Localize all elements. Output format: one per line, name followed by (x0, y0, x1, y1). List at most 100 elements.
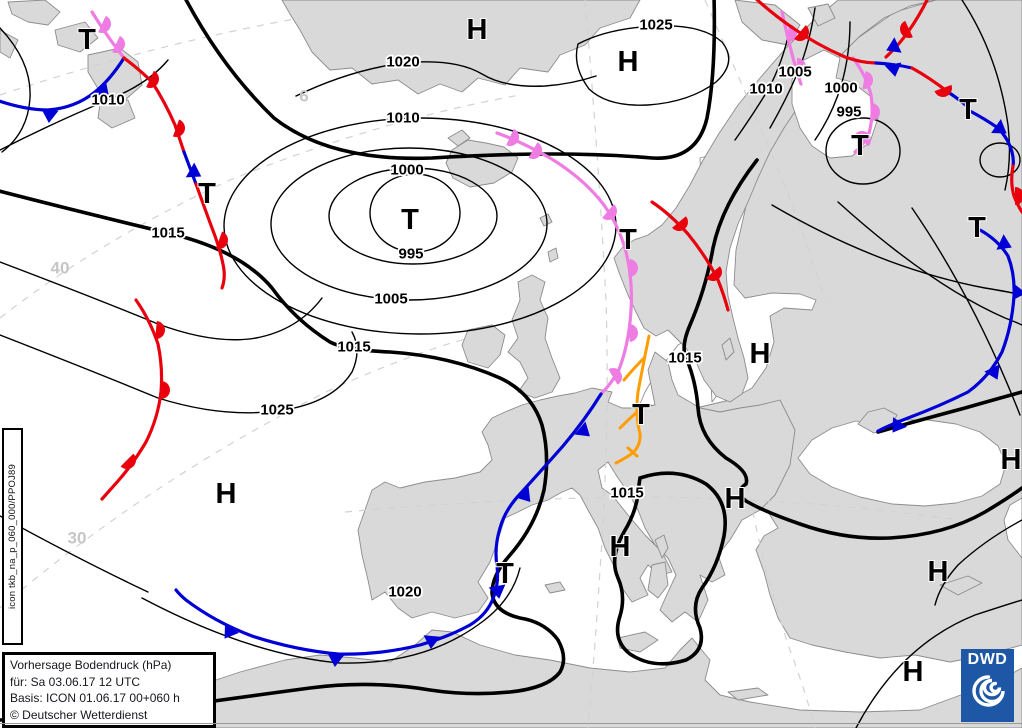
pressure-label: 1020 (386, 54, 419, 71)
center-label: T (401, 204, 419, 236)
cold-front-france-morocco (174, 392, 603, 668)
pressure-label: 1005 (778, 64, 811, 81)
isobar-small-loop-ne (979, 142, 1021, 178)
graticule-label: 40 (51, 259, 70, 278)
warm-front-scandinavia (650, 200, 730, 312)
land-cyprus (939, 575, 983, 596)
land-faroe (539, 213, 559, 263)
pressure-label: 1000 (824, 80, 857, 97)
land-sardinia (647, 561, 669, 599)
graticule-label: 30 (68, 529, 87, 548)
info-title: Vorhersage Bodendruck (hPa) (10, 658, 172, 672)
land-gotland (721, 337, 735, 361)
graticule-label: 6 (299, 87, 308, 106)
center-label: T (496, 558, 514, 590)
graticule-layer (0, 0, 961, 728)
pressure-label: 1025 (260, 402, 293, 419)
map-bottom-border (0, 723, 1022, 724)
land-sicily (617, 631, 659, 653)
isobar-1020-greenland (295, 61, 597, 97)
center-label: H (618, 46, 639, 78)
land-crete (727, 687, 769, 701)
sea-black-sea (797, 419, 1007, 507)
center-label: H (216, 478, 237, 510)
occluded-front-kola (780, 10, 880, 154)
pressure-label: 995 (836, 104, 861, 121)
land-arctic-islands (0, 0, 143, 129)
cold-front-black-sea (876, 228, 1022, 438)
center-label: T (851, 130, 869, 162)
isobar-1005-ring (270, 147, 548, 301)
land-britain (507, 274, 561, 399)
info-model-basis: Basis: ICON 01.06.17 00+060 h (10, 691, 180, 705)
isobar-bold-italy-loop (612, 471, 727, 666)
land-corsica (654, 534, 669, 559)
isobar-se-1 (855, 599, 1022, 728)
front-layer (0, 0, 1022, 668)
occluded-front-greenland (90, 10, 128, 60)
pressure-label: 1015 (668, 350, 701, 367)
center-label: T (619, 224, 637, 256)
isobar-corner-nw (0, 27, 31, 153)
land-scandinavia (613, 0, 937, 403)
isobar-bold-norwegian-sea (184, 0, 717, 161)
center-label: T (78, 24, 96, 56)
pressure-label: 1005 (374, 291, 407, 308)
pressure-label: 1010 (386, 110, 419, 127)
pressure-label: 1010 (91, 92, 124, 109)
isobar-995-ring (369, 173, 461, 253)
pressure-label: 1015 (337, 339, 370, 356)
isobar-1000-ring (328, 167, 498, 265)
center-label: T (632, 399, 650, 431)
pressure-label: 1020 (388, 584, 421, 601)
isobar-bold-1015-baltic (682, 158, 1022, 541)
isobar-russia-1 (771, 204, 1022, 296)
isobar-arc-ne (961, 0, 1011, 191)
info-valid-time: für: Sa 03.06.17 12 UTC (10, 674, 141, 689)
dwd-logo: DWD (961, 649, 1014, 722)
isobar-1010-kola (734, 27, 791, 141)
land-balearics (544, 581, 566, 594)
land-greenland (281, 0, 641, 95)
isobar-1025-high (575, 25, 730, 106)
center-label: H (610, 531, 631, 563)
isobar-russia-3 (911, 207, 1021, 416)
product-id-label: icon tkb_na_p_060_000/PPOJ89 (7, 463, 18, 610)
center-label: H (903, 656, 924, 688)
warm-front-atlantic (100, 298, 172, 501)
isobar-995-ring-east (825, 117, 901, 185)
product-id-box: icon tkb_na_p_060_000/PPOJ89 (2, 428, 23, 645)
graticule-labels-layer: 40 30 6 (51, 87, 309, 548)
center-label: H (467, 14, 488, 46)
pressure-centers-layer: T T T T T T T T T H H H H H H H H H (77, 13, 1022, 689)
info-copyright: © Deutscher Wetterdienst (10, 707, 148, 722)
pressure-label: 1000 (390, 162, 423, 179)
dwd-spiral-icon (971, 675, 1005, 707)
pressure-label: 1015 (151, 225, 184, 242)
land-ireland (461, 324, 506, 369)
center-label: T (198, 178, 216, 210)
stationary-front-northeast (754, 0, 970, 109)
center-label: H (725, 483, 746, 515)
pressure-label: 1010 (749, 81, 782, 98)
isobar-russia-2 (837, 201, 1022, 326)
center-label: H (1001, 444, 1022, 476)
occluded-front-norway (495, 128, 639, 396)
pressure-label: 1025 (639, 17, 672, 34)
pressure-labels-layer: 1010101510201010100099510051015102510051… (90, 15, 864, 603)
sea-caspian (1003, 497, 1022, 559)
center-label: H (928, 556, 949, 588)
cold-front-right-edge (968, 109, 1022, 214)
pressure-label: 995 (398, 246, 423, 263)
dwd-logo-text: DWD (967, 651, 1008, 668)
land-north-africa (194, 629, 1022, 728)
center-label: T (959, 94, 977, 126)
warm-front-greenland-sea (122, 56, 231, 290)
isobar-bold-1015-west (0, 189, 566, 722)
isobar-se-2 (934, 519, 1022, 606)
center-label: H (750, 338, 771, 370)
